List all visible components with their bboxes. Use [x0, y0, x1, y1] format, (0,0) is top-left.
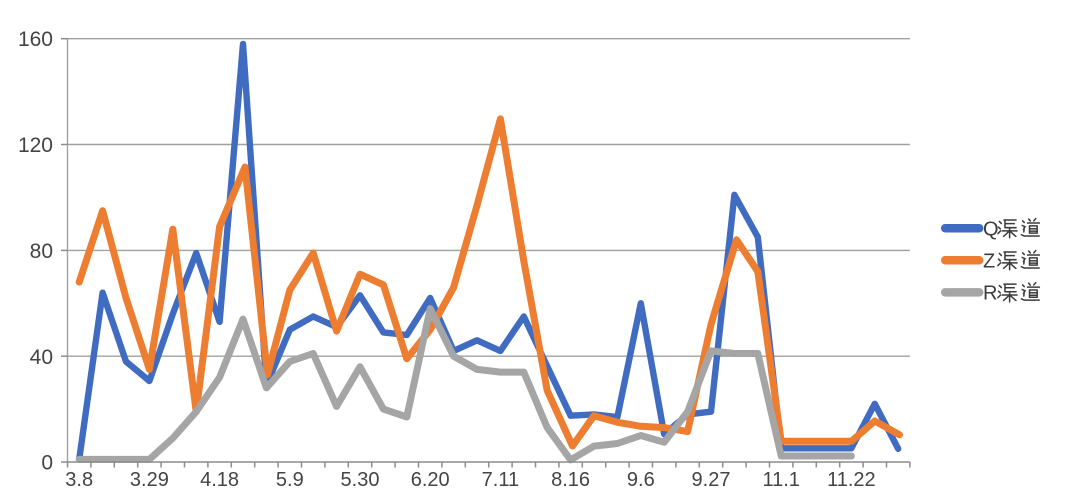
svg-text:80: 80 — [30, 240, 53, 263]
svg-text:R: R — [983, 282, 997, 304]
svg-text:4.18: 4.18 — [200, 469, 239, 491]
svg-text:9.27: 9.27 — [692, 469, 731, 491]
svg-text:9.6: 9.6 — [627, 469, 655, 491]
svg-text:11.22: 11.22 — [827, 469, 876, 491]
svg-text:5.9: 5.9 — [276, 469, 304, 491]
svg-text:5.30: 5.30 — [341, 469, 380, 491]
svg-text:Z: Z — [983, 250, 995, 272]
svg-text:40: 40 — [30, 346, 53, 369]
svg-text:Q: Q — [983, 218, 999, 240]
svg-text:7.11: 7.11 — [482, 469, 519, 491]
svg-text:160: 160 — [18, 28, 53, 51]
svg-text:3.29: 3.29 — [130, 469, 169, 491]
svg-text:6.20: 6.20 — [411, 469, 450, 491]
svg-text:120: 120 — [18, 134, 53, 157]
svg-text:11.1: 11.1 — [762, 469, 799, 491]
svg-text:3.8: 3.8 — [65, 469, 93, 491]
svg-text:8.16: 8.16 — [551, 469, 590, 491]
svg-text:0: 0 — [41, 452, 53, 475]
